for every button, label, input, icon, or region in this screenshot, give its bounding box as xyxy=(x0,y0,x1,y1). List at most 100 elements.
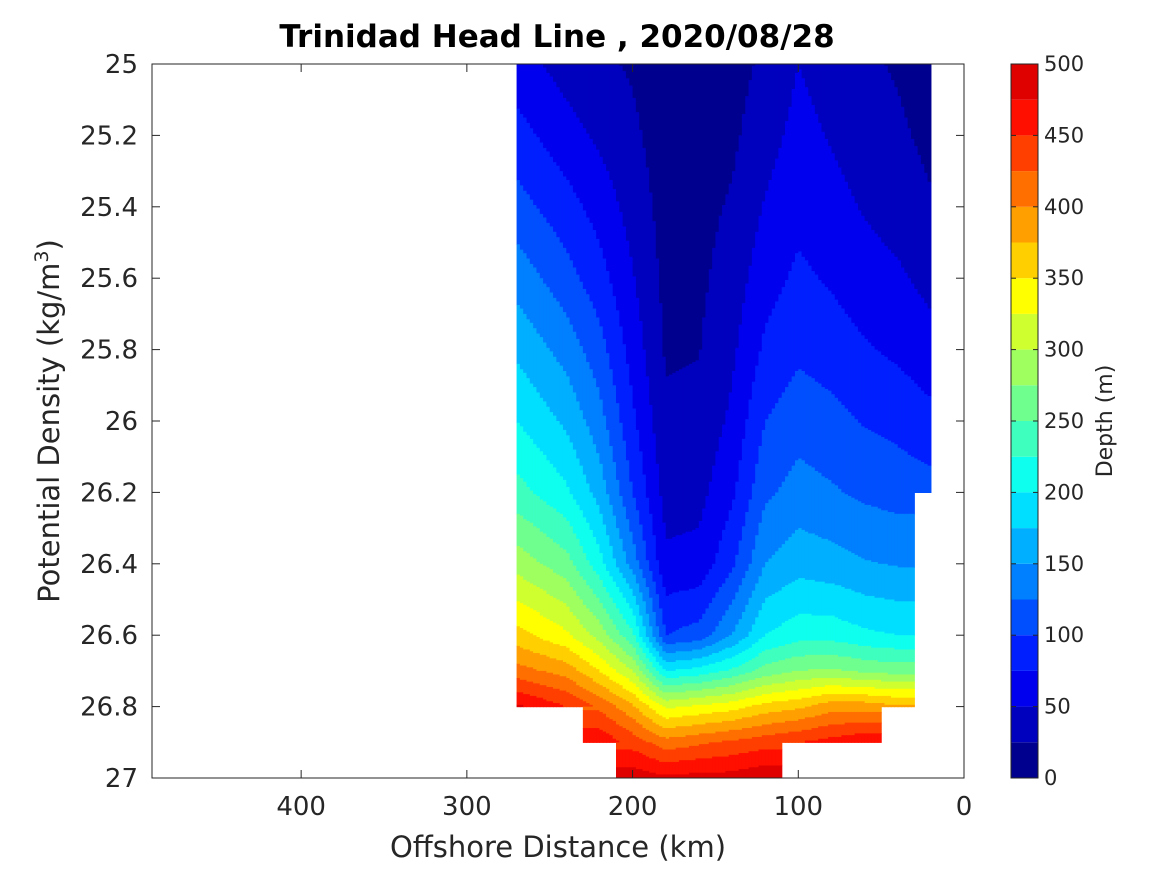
contour-cell xyxy=(854,711,859,724)
contour-cell xyxy=(582,64,587,129)
contour-cell xyxy=(652,647,657,658)
contour-cell xyxy=(576,697,581,708)
contour-cell xyxy=(526,378,531,436)
contour-cell xyxy=(642,474,647,542)
contour-cell xyxy=(735,719,740,731)
contour-cell xyxy=(562,479,567,518)
contour-cell xyxy=(705,574,710,610)
contour-cell xyxy=(778,547,783,592)
contour-cell xyxy=(559,690,564,706)
contour-cell xyxy=(801,697,806,709)
contour-cell xyxy=(562,578,567,604)
contour-cell xyxy=(745,512,750,572)
contour-cell xyxy=(761,636,766,652)
contour-cell xyxy=(771,661,776,676)
contour-cell xyxy=(612,624,617,643)
contour-cell xyxy=(639,524,644,570)
contour-cell xyxy=(619,767,624,778)
contour-cell xyxy=(738,460,743,542)
contour-cell xyxy=(659,656,663,667)
contour-cell xyxy=(695,587,700,624)
contour-cell xyxy=(728,729,733,742)
contour-cell xyxy=(728,604,733,636)
contour-cell xyxy=(907,278,912,377)
contour-cell xyxy=(639,592,644,617)
contour-cell xyxy=(748,767,753,778)
contour-cell xyxy=(718,620,723,642)
contour-cell xyxy=(814,704,819,717)
contour-cell xyxy=(559,476,564,515)
y-tick-label: 25.2 xyxy=(80,121,138,151)
contour-cell xyxy=(838,669,842,679)
contour-cell xyxy=(828,583,833,617)
contour-cell xyxy=(838,656,842,670)
contour-cell xyxy=(824,64,829,140)
contour-cell xyxy=(582,210,587,290)
y-axis-label: Potential Density (kg/m3) xyxy=(31,239,66,603)
contour-cell xyxy=(738,540,743,586)
contour-cell xyxy=(639,130,644,322)
y-tick-label: 25.6 xyxy=(80,264,138,294)
contour-cell xyxy=(778,701,783,713)
contour-cell xyxy=(758,215,763,352)
contour-cell xyxy=(871,733,876,743)
colorbar-segment xyxy=(1011,135,1038,172)
contour-cell xyxy=(781,683,786,693)
contour-cell xyxy=(566,678,571,693)
contour-cell xyxy=(665,595,670,636)
contour-cell xyxy=(665,678,670,686)
contour-cell xyxy=(891,64,895,81)
contour-cell xyxy=(625,749,630,768)
contour-cell xyxy=(582,517,587,554)
contour-cell xyxy=(632,635,637,649)
contour-cell xyxy=(635,510,640,561)
contour-cell xyxy=(821,615,826,642)
contour-cell xyxy=(901,661,905,676)
contour-cell xyxy=(778,722,783,734)
contour-cell xyxy=(596,504,601,545)
contour-cell xyxy=(645,669,650,679)
contour-cell xyxy=(596,574,601,599)
contour-cell xyxy=(785,658,789,674)
contour-cell xyxy=(702,744,707,759)
contour-cell xyxy=(599,64,604,158)
contour-cell xyxy=(867,695,872,704)
contour-cell xyxy=(778,487,783,549)
contour-cell xyxy=(841,547,846,588)
contour-cell xyxy=(592,667,597,683)
contour-cell xyxy=(741,717,746,729)
contour-cell xyxy=(702,688,707,699)
contour-cell xyxy=(645,678,650,688)
contour-cell xyxy=(705,695,710,706)
contour-cell xyxy=(705,681,710,690)
contour-cell xyxy=(649,570,654,599)
contour-cell xyxy=(639,636,644,649)
contour-cell xyxy=(851,322,856,417)
contour-cell xyxy=(698,704,703,715)
contour-cell xyxy=(526,520,531,554)
contour-cell xyxy=(834,736,839,743)
contour-cell xyxy=(698,585,703,620)
contour-cell xyxy=(821,678,826,688)
contour-cell xyxy=(553,597,557,624)
contour-cell xyxy=(692,658,697,668)
contour-cell xyxy=(572,192,577,269)
contour-cell xyxy=(838,694,842,702)
contour-cell xyxy=(616,767,620,778)
contour-cell xyxy=(725,711,730,722)
contour-cell xyxy=(748,738,753,752)
contour-cell xyxy=(884,65,889,247)
contour-cell xyxy=(768,64,773,181)
contour-cell xyxy=(884,633,889,649)
contour-cell xyxy=(688,715,693,727)
contour-cell xyxy=(887,72,892,251)
contour-cell xyxy=(725,658,730,672)
contour-cell xyxy=(894,87,899,258)
contour-cell xyxy=(523,117,528,192)
contour-cell xyxy=(887,661,892,676)
contour-cell xyxy=(804,654,809,672)
contour-cell xyxy=(569,442,574,495)
y-axis-label-superscript: 3 xyxy=(31,250,53,262)
contour-cell xyxy=(516,601,521,627)
contour-cell xyxy=(848,701,852,713)
